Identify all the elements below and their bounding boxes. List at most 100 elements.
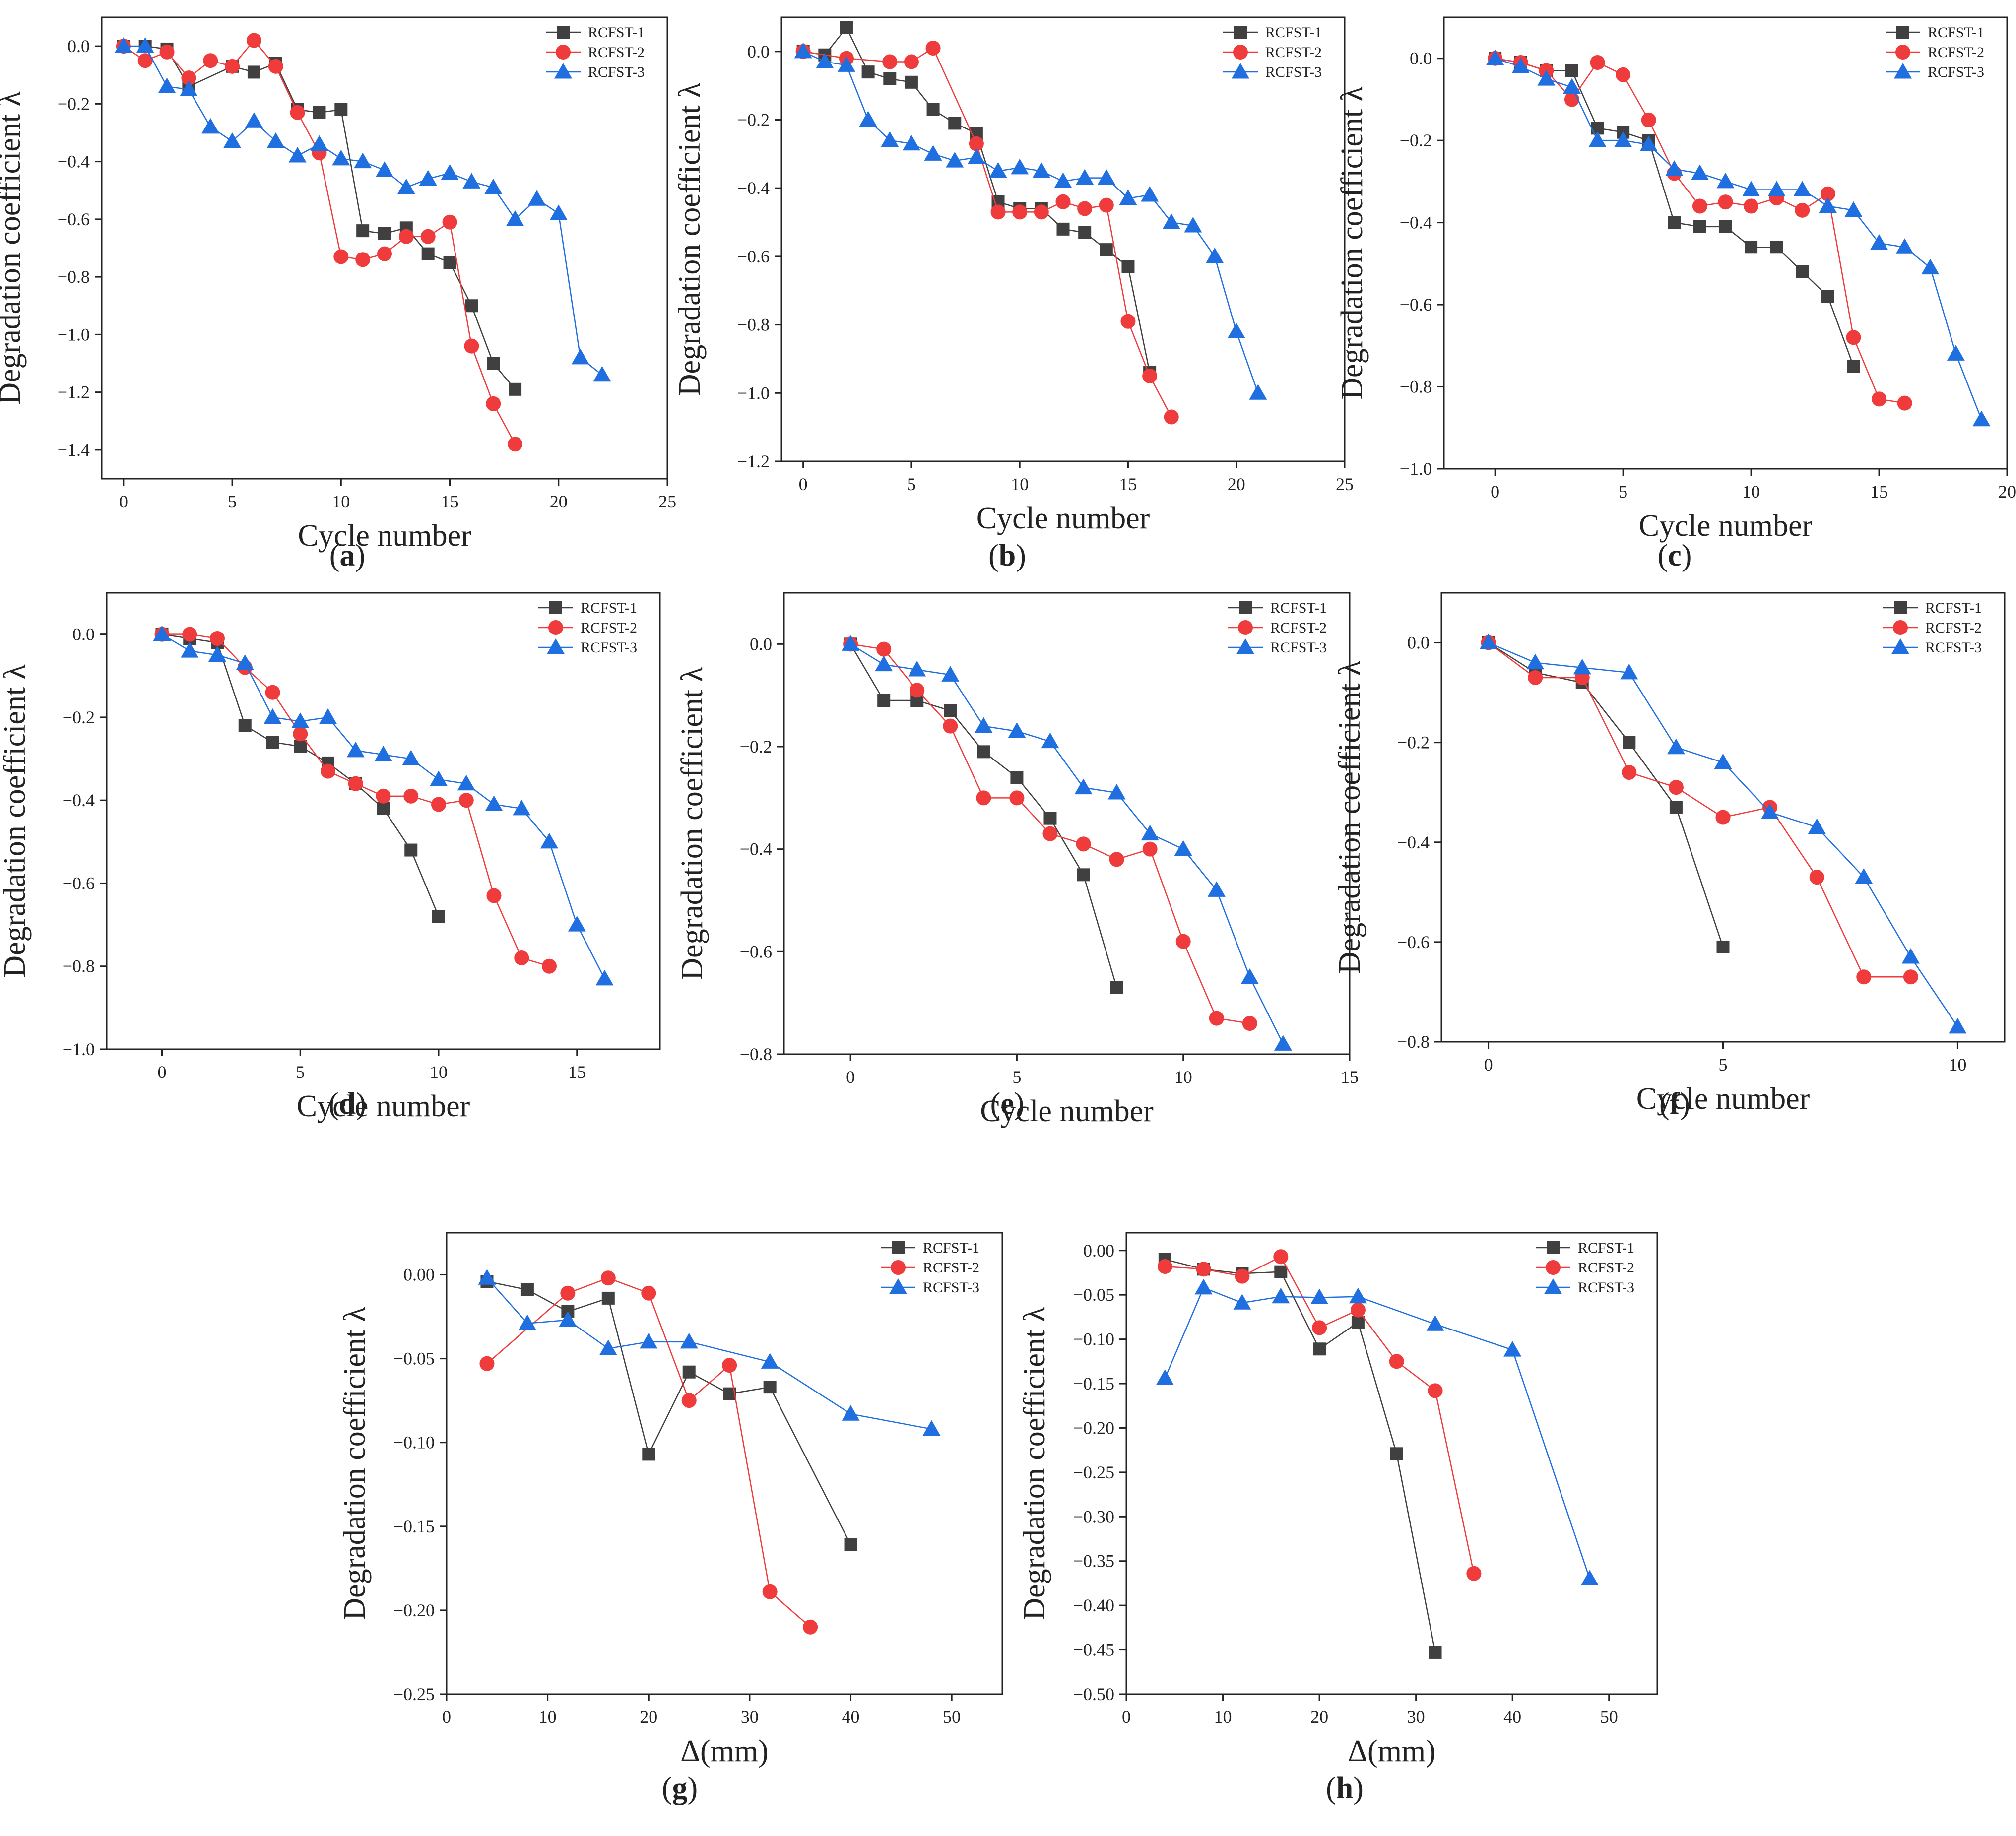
x-axis-label: Cycle number <box>980 1094 1154 1128</box>
y-tick-label: −0.4 <box>1400 213 1432 233</box>
x-tick-label: 15 <box>441 492 459 511</box>
data-point <box>1872 391 1887 407</box>
y-tick-label: −0.30 <box>1073 1507 1114 1526</box>
x-tick-label: 20 <box>1228 474 1245 494</box>
data-point <box>458 793 474 808</box>
data-point <box>1870 234 1888 250</box>
legend-label: RCFST-1 <box>1265 24 1322 41</box>
x-tick-label: 30 <box>741 1707 759 1727</box>
data-point <box>478 1269 496 1285</box>
data-point <box>1846 330 1861 345</box>
x-tick-label: 5 <box>1719 1055 1728 1075</box>
y-axis-label: Degradation coefficient λ <box>338 1307 372 1620</box>
y-tick-label: −0.6 <box>737 247 770 266</box>
data-point <box>159 44 175 60</box>
data-point <box>291 712 310 728</box>
data-point <box>1620 663 1638 680</box>
legend-marker <box>1894 601 1907 614</box>
legend-label: RCFST-2 <box>1270 620 1327 636</box>
data-point <box>1349 1287 1367 1304</box>
x-tick-label: 5 <box>296 1062 305 1082</box>
x-tick-label: 20 <box>1310 1707 1328 1727</box>
data-point <box>540 832 558 849</box>
y-tick-label: −0.45 <box>1073 1640 1114 1660</box>
x-tick-label: 15 <box>568 1062 586 1082</box>
series-rcfst-2 <box>795 40 1179 425</box>
y-tick-label: −1.0 <box>63 1039 95 1059</box>
y-tick-label: −0.2 <box>1397 733 1430 753</box>
data-point <box>158 77 176 93</box>
legend-marker <box>1232 63 1249 79</box>
data-point <box>420 229 436 244</box>
data-point <box>642 1448 655 1461</box>
plot-frame <box>1125 1232 1658 1695</box>
legend-label: RCFST-1 <box>1578 1240 1634 1256</box>
series-rcfst-2 <box>154 627 557 974</box>
series-rcfst-2 <box>479 1270 818 1635</box>
data-point <box>1110 981 1123 994</box>
data-point <box>681 1393 697 1408</box>
data-point <box>486 396 501 411</box>
data-point <box>1691 164 1709 180</box>
legend-marker <box>1547 1241 1560 1254</box>
legend-label: RCFST-1 <box>588 24 645 41</box>
legend-marker <box>548 620 563 635</box>
data-point <box>137 53 153 68</box>
y-tick-label: −0.4 <box>740 839 772 859</box>
data-point <box>378 227 391 240</box>
legend-marker <box>891 1260 906 1275</box>
data-point <box>1692 198 1707 214</box>
data-point <box>1479 633 1497 650</box>
data-point <box>462 173 481 189</box>
legend-label: RCFST-3 <box>1928 64 1984 80</box>
data-point <box>1054 172 1072 188</box>
series-line <box>487 1280 851 1545</box>
y-tick-label: −0.15 <box>393 1517 435 1536</box>
y-tick-label: −0.6 <box>1400 295 1432 315</box>
data-point <box>600 1270 616 1286</box>
series-rcfst-3 <box>1479 633 1967 1034</box>
data-point <box>1164 409 1179 425</box>
data-point <box>1012 204 1028 220</box>
data-point <box>430 770 448 786</box>
series-line <box>1488 642 1958 1027</box>
x-tick-label: 10 <box>1214 1707 1232 1727</box>
y-tick-label: −0.2 <box>740 737 772 757</box>
data-point <box>571 348 589 365</box>
series-rcfst-1 <box>1482 636 1730 953</box>
y-tick-label: 0.0 <box>1410 49 1432 68</box>
data-point <box>181 70 196 86</box>
series-line <box>1488 642 1911 978</box>
data-point <box>1313 1342 1326 1356</box>
x-axis-label: Cycle number <box>298 519 471 553</box>
data-point <box>465 299 478 313</box>
data-point <box>1174 840 1192 856</box>
data-point <box>1107 784 1126 800</box>
data-point <box>346 741 365 758</box>
y-tick-label: −0.50 <box>1073 1684 1114 1704</box>
x-tick-label: 10 <box>539 1707 557 1727</box>
data-point <box>1466 1566 1482 1581</box>
data-point <box>1100 243 1113 256</box>
chart-panel-a: 0 5 10 15 20 25 0.0 −0.2 −0.4 −0.6 −0.8 −1.0 −1.2 −1.… <box>0 16 676 572</box>
legend-marker <box>549 601 562 614</box>
data-point <box>520 1283 534 1296</box>
data-point <box>247 65 260 79</box>
data-point <box>904 54 919 69</box>
legend-label: RCFST-1 <box>923 1240 979 1256</box>
data-point <box>464 338 479 354</box>
y-tick-label: 0.00 <box>403 1265 435 1285</box>
legend-marker <box>557 26 570 39</box>
y-tick-label: −0.4 <box>63 790 95 810</box>
x-axis-label: Δ(mm) <box>680 1734 769 1768</box>
data-point <box>969 136 984 151</box>
data-point <box>403 788 419 804</box>
data-point <box>1564 92 1579 107</box>
data-point <box>924 145 942 161</box>
data-point <box>1562 78 1581 94</box>
y-tick-label: −0.2 <box>58 94 90 114</box>
data-point <box>1511 58 1530 73</box>
y-tick-label: −0.8 <box>737 315 770 335</box>
data-point <box>902 134 920 151</box>
data-point <box>1142 368 1158 383</box>
